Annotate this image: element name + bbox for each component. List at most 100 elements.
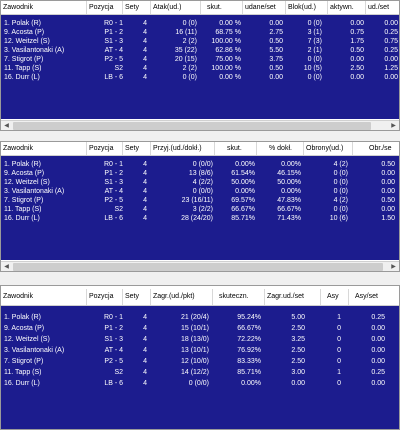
table-row[interactable]: 11. Tapp (S) S2 4 3 (2/2) 66.67% 66.67% 0 (0) 0… bbox=[1, 205, 399, 214]
table-row[interactable]: 16. Durr (L) LB - 6 4 0 (0/0) 0.00% 0.00 0 0.00 bbox=[1, 378, 399, 389]
attack-cell: 16 (11) bbox=[175, 29, 197, 36]
player-name-cell: 7. Stigrot (P) bbox=[4, 358, 44, 365]
table-row[interactable]: 9. Acosta (P) P1 - 2 4 16 (11) 68.75 % 2.75 3 … bbox=[1, 28, 399, 37]
table-row[interactable]: 7. Stigrot (P) P2 - 5 4 20 (15) 75.00 % 3.75 0… bbox=[1, 55, 399, 64]
sets-cell: 4 bbox=[143, 206, 147, 213]
player-name-cell: 1. Polak (R) bbox=[4, 20, 41, 27]
sets-cell: 4 bbox=[143, 179, 147, 186]
col-header-sets[interactable]: Sety bbox=[123, 142, 151, 155]
aces-per-set-cell: 0.00 bbox=[371, 380, 385, 387]
table-row[interactable]: 3. Vasilantonaki (A) AT - 4 4 0 (0/0) 0.00% 0… bbox=[1, 187, 399, 196]
player-name-cell: 12. Weitzel (S) bbox=[4, 336, 50, 343]
col-header-serve-eff[interactable]: skuteczn. bbox=[213, 289, 265, 305]
attack-per-set-cell: 0.00 bbox=[269, 74, 283, 81]
attack-cell: 35 (22) bbox=[174, 47, 197, 54]
table-row[interactable]: 1. Polak (R) R0 - 1 4 0 (0/0) 0.00% 0.00% 4 (2… bbox=[1, 160, 399, 169]
table-row[interactable]: 11. Tapp (S) S2 4 14 (12/2) 85.71% 3.00 1 0.25 bbox=[1, 367, 399, 378]
table-row[interactable]: 12. Weitzel (S) S1 - 3 4 18 (13/0) 72.22% 3.2… bbox=[1, 334, 399, 345]
position-cell: S2 bbox=[114, 369, 123, 376]
col-header-reception-accuracy[interactable]: % dokł. bbox=[257, 142, 304, 155]
col-header-player[interactable]: Zawodnik bbox=[1, 289, 87, 305]
col-header-serve-per-set[interactable]: Zagr.ud./set bbox=[265, 289, 321, 305]
scroll-right-arrow-icon[interactable]: ▶ bbox=[391, 264, 396, 270]
col-header-position[interactable]: Pozycja bbox=[87, 289, 123, 305]
col-header-block-active[interactable]: aktywn. bbox=[328, 1, 366, 14]
sets-cell: 4 bbox=[143, 325, 147, 332]
table-header: Zawodnik Pozycja Sety Atak(ud.) skut. ud… bbox=[1, 1, 399, 15]
table-body: 1. Polak (R) R0 - 1 4 0 (0) 0.00 % 0.00 0 (0) 0… bbox=[1, 15, 399, 119]
serve-per-set-cell: 2.50 bbox=[291, 347, 305, 354]
scroll-left-arrow-icon[interactable]: ◀ bbox=[4, 123, 9, 129]
col-header-attack-per-set[interactable]: udane/set bbox=[243, 1, 286, 14]
aces-cell: 1 bbox=[337, 369, 341, 376]
attack-eff-cell: 100.00 % bbox=[211, 65, 241, 72]
col-header-aces[interactable]: Asy bbox=[321, 289, 349, 305]
col-header-position[interactable]: Pozycja bbox=[87, 1, 123, 14]
reception-eff-cell: 50.00% bbox=[231, 179, 255, 186]
scroll-right-arrow-icon[interactable]: ▶ bbox=[391, 123, 396, 129]
defense-per-set-cell: 1.50 bbox=[381, 215, 395, 222]
col-header-aces-per-set[interactable]: Asy/set bbox=[355, 293, 378, 300]
block-per-set-cell: 0.25 bbox=[384, 47, 398, 54]
table-row[interactable]: 1. Polak (R) R0 - 1 4 0 (0) 0.00 % 0.00 0 (0) 0… bbox=[1, 19, 399, 28]
table-row[interactable]: 12. Weitzel (S) S1 - 3 4 2 (2) 100.00 % 0.50 7… bbox=[1, 37, 399, 46]
scrollbar-thumb[interactable] bbox=[13, 122, 371, 130]
block-cell: 7 (3) bbox=[307, 38, 322, 45]
table-row[interactable]: 11. Tapp (S) S2 4 2 (2) 100.00 % 0.50 10 (5) 2.… bbox=[1, 64, 399, 73]
col-header-attack[interactable]: Atak(ud.) bbox=[151, 1, 201, 14]
col-header-block[interactable]: Blok(ud.) bbox=[286, 1, 328, 14]
col-header-sets[interactable]: Sety bbox=[123, 289, 151, 305]
block-cell: 0 (0) bbox=[307, 56, 322, 63]
col-header-defense[interactable]: Obrony(ud.) bbox=[304, 142, 353, 155]
table-row[interactable]: 9. Acosta (P) P1 - 2 4 15 (10/1) 66.67% 2.50 0… bbox=[1, 323, 399, 334]
scroll-left-arrow-icon[interactable]: ◀ bbox=[4, 264, 9, 270]
position-cell: P1 - 2 bbox=[104, 170, 123, 177]
sets-cell: 4 bbox=[143, 47, 147, 54]
serve-cell: 18 (13/0) bbox=[180, 336, 209, 343]
serve-cell: 13 (10/1) bbox=[180, 347, 209, 354]
table-row[interactable]: 12. Weitzel (S) S1 - 3 4 4 (2/2) 50.00% 50.00… bbox=[1, 178, 399, 187]
col-header-reception-eff[interactable]: skut. bbox=[215, 142, 257, 155]
col-header-player[interactable]: Zawodnik bbox=[1, 1, 87, 14]
attack-per-set-cell: 0.00 bbox=[269, 20, 283, 27]
player-name-cell: 7. Stigrot (P) bbox=[4, 197, 44, 204]
col-header-player[interactable]: Zawodnik bbox=[1, 142, 87, 155]
reception-cell: 0 (0/0) bbox=[192, 161, 213, 168]
serve-cell: 12 (10/0) bbox=[180, 358, 209, 365]
horizontal-scrollbar[interactable]: ◀ ▶ bbox=[1, 261, 399, 271]
table-row[interactable]: 7. Stigrot (P) P2 - 5 4 23 (16/11) 69.57% 47.… bbox=[1, 196, 399, 205]
col-header-serve[interactable]: Zagr.(ud./pkt) bbox=[151, 289, 213, 305]
serve-cell: 15 (10/1) bbox=[180, 325, 209, 332]
table-row[interactable]: 16. Durr (L) LB - 6 4 0 (0) 0.00 % 0.00 0 (0) 0… bbox=[1, 73, 399, 82]
col-header-reception[interactable]: Przyj.(ud./dokł.) bbox=[151, 142, 215, 155]
horizontal-scrollbar[interactable]: ◀ ▶ bbox=[1, 120, 399, 130]
table-body: 1. Polak (R) R0 - 1 4 0 (0/0) 0.00% 0.00% 4 (2… bbox=[1, 156, 399, 260]
table-row[interactable]: 9. Acosta (P) P1 - 2 4 13 (8/6) 61.54% 46.15%… bbox=[1, 169, 399, 178]
reception-cell: 4 (2/2) bbox=[192, 179, 213, 186]
col-header-defense-per-set[interactable]: Obr./se bbox=[369, 145, 392, 152]
table-row[interactable]: 7. Stigrot (P) P2 - 5 4 12 (10/0) 83.33% 2.50… bbox=[1, 356, 399, 367]
serve-eff-cell: 76.92% bbox=[237, 347, 261, 354]
attack-eff-cell: 68.75 % bbox=[215, 29, 241, 36]
player-name-cell: 3. Vasilantonaki (A) bbox=[4, 347, 65, 354]
table-row[interactable]: 3. Vasilantonaki (A) AT - 4 4 13 (10/1) 76.9… bbox=[1, 345, 399, 356]
reception-eff-cell: 0.00% bbox=[235, 188, 255, 195]
block-per-set-cell: 0.00 bbox=[384, 74, 398, 81]
col-header-position[interactable]: Pozycja bbox=[87, 142, 123, 155]
table-row[interactable]: 16. Durr (L) LB - 6 4 28 (24/20) 85.71% 71.43… bbox=[1, 214, 399, 223]
attack-per-set-cell: 2.75 bbox=[269, 29, 283, 36]
col-header-block-per-set[interactable]: ud./set bbox=[368, 4, 390, 11]
sets-cell: 4 bbox=[143, 215, 147, 222]
table-row[interactable]: 3. Vasilantonaki (A) AT - 4 4 35 (22) 62.86 … bbox=[1, 46, 399, 55]
col-header-sets[interactable]: Sety bbox=[123, 1, 151, 14]
position-cell: AT - 4 bbox=[104, 47, 123, 54]
block-per-set-cell: 0.25 bbox=[384, 29, 398, 36]
table-row[interactable]: 1. Polak (R) R0 - 1 4 21 (20/4) 95.24% 5.00 1 0… bbox=[1, 312, 399, 323]
scrollbar-thumb[interactable] bbox=[13, 263, 383, 271]
col-header-attack-eff[interactable]: skut. bbox=[201, 1, 243, 14]
serve-cell: 0 (0/0) bbox=[188, 380, 209, 387]
attack-cell: 2 (2) bbox=[182, 38, 197, 45]
position-cell: S2 bbox=[114, 65, 123, 72]
defense-per-set-cell: 0.50 bbox=[381, 197, 395, 204]
player-name-cell: 11. Tapp (S) bbox=[4, 65, 42, 72]
